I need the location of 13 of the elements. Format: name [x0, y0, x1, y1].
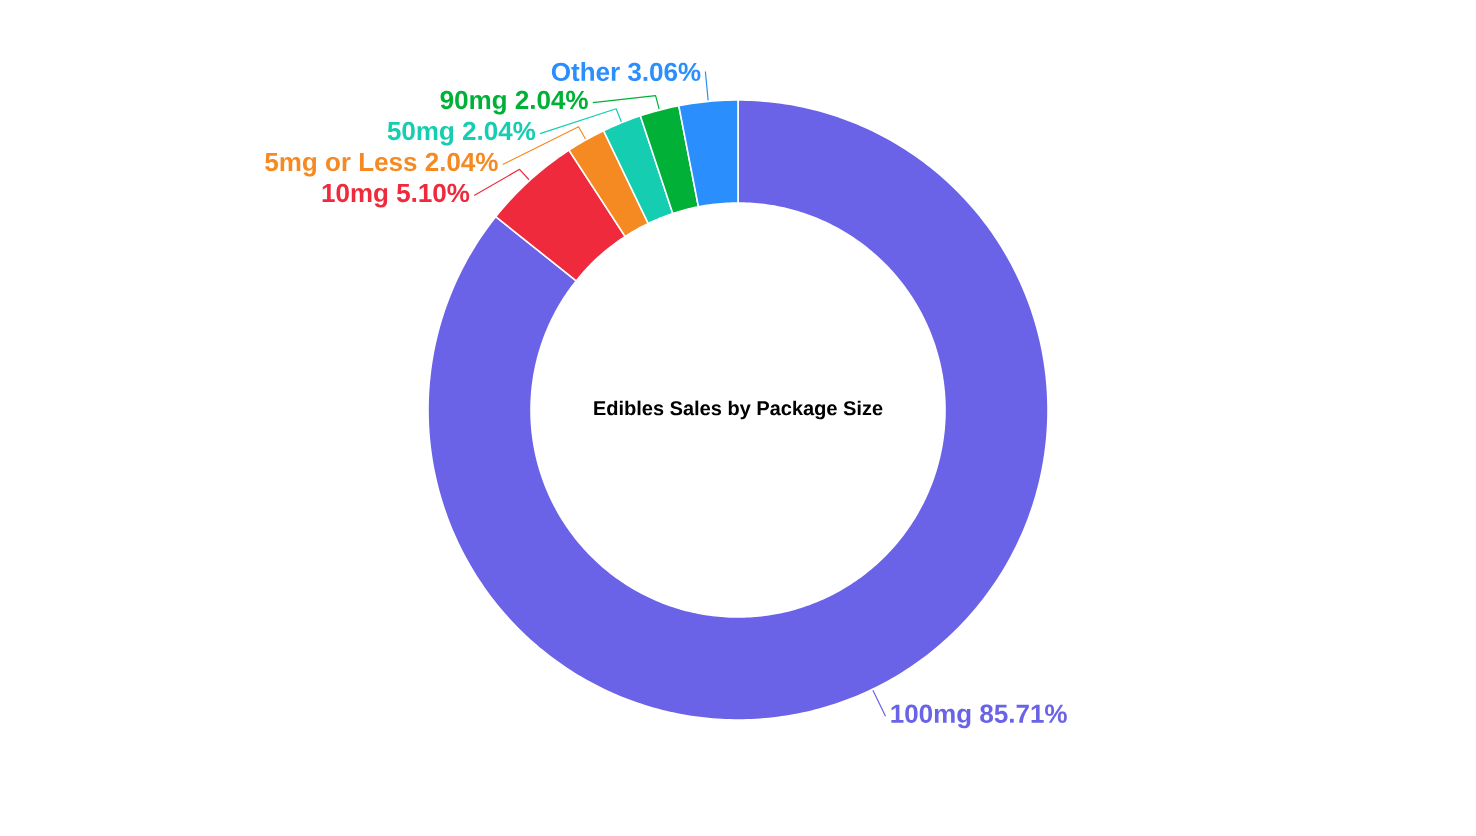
data-label: 2.04%	[425, 152, 498, 172]
slice-label: 5mg or Less	[265, 153, 417, 177]
slice-label: 50mg	[387, 121, 454, 146]
slice-label: 90mg	[440, 90, 506, 115]
text: Edibles Sales by Package Size	[594, 400, 883, 420]
data-label: 2.04%	[462, 121, 536, 141]
slice-label: 100mg	[891, 704, 971, 729]
data-label: 2.04%	[515, 90, 588, 110]
slice-label: Other	[551, 62, 620, 82]
data-label: 3.06%	[627, 62, 701, 82]
slice-label: 10mg	[322, 183, 388, 208]
data-label: 5.10%	[396, 183, 470, 203]
data-label: 85.71%	[980, 704, 1067, 723]
